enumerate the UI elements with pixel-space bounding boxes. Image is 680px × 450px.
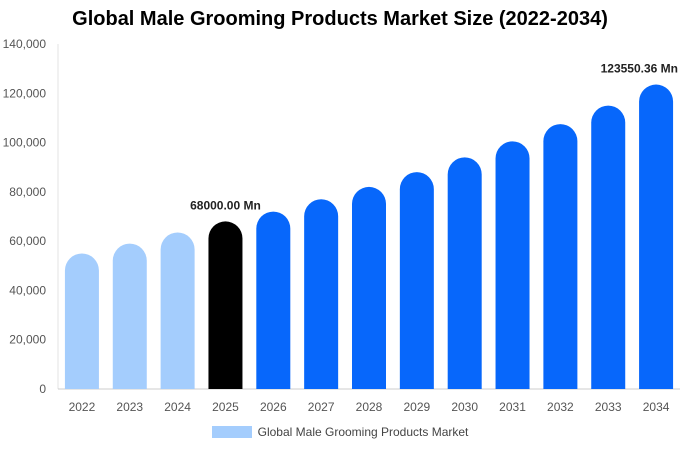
y-tick-label: 20,000 (9, 333, 46, 347)
y-tick-label: 120,000 (3, 86, 47, 100)
y-tick-label: 80,000 (9, 185, 46, 199)
y-tick-label: 0 (39, 382, 46, 396)
bar-2029[interactable] (399, 172, 434, 389)
y-tick-label: 60,000 (9, 234, 46, 248)
bar-2030[interactable] (447, 157, 482, 389)
bar-2031[interactable] (495, 141, 530, 389)
data-label-2034: 123550.36 Mn (601, 62, 678, 76)
data-label-2025: 68000.00 Mn (190, 198, 261, 212)
x-tick-label: 2025 (212, 400, 239, 414)
x-tick-label: 2033 (595, 400, 622, 414)
bar-2023[interactable] (112, 243, 147, 389)
x-tick-label: 2028 (356, 400, 383, 414)
y-tick-label: 140,000 (3, 37, 47, 51)
bar-2032[interactable] (543, 124, 578, 389)
x-tick-label: 2024 (164, 400, 191, 414)
x-tick-label: 2023 (116, 400, 143, 414)
bar-2024[interactable] (160, 232, 195, 389)
y-tick-label: 100,000 (3, 136, 47, 150)
bar-2028[interactable] (352, 186, 386, 389)
bar-2027[interactable] (304, 199, 339, 389)
bar-2022[interactable] (64, 253, 99, 389)
bar-2033[interactable] (591, 105, 626, 389)
x-tick-label: 2030 (451, 400, 478, 414)
bar-2026[interactable] (256, 211, 291, 389)
x-tick-label: 2032 (547, 400, 574, 414)
legend[interactable]: Global Male Grooming Products Market (0, 425, 680, 439)
chart-title: Global Male Grooming Products Market Siz… (72, 8, 608, 30)
bar-2025[interactable] (208, 221, 243, 389)
x-tick-label: 2026 (260, 400, 287, 414)
x-tick-label: 2034 (643, 400, 670, 414)
legend-swatch (211, 426, 252, 438)
legend-label: Global Male Grooming Products Market (257, 425, 469, 439)
y-tick-label: 40,000 (9, 283, 46, 297)
x-tick-label: 2022 (69, 400, 96, 414)
x-tick-label: 2029 (403, 400, 430, 414)
bar-2034[interactable] (639, 84, 674, 389)
x-tick-label: 2027 (308, 400, 335, 414)
x-tick-label: 2031 (499, 400, 526, 414)
